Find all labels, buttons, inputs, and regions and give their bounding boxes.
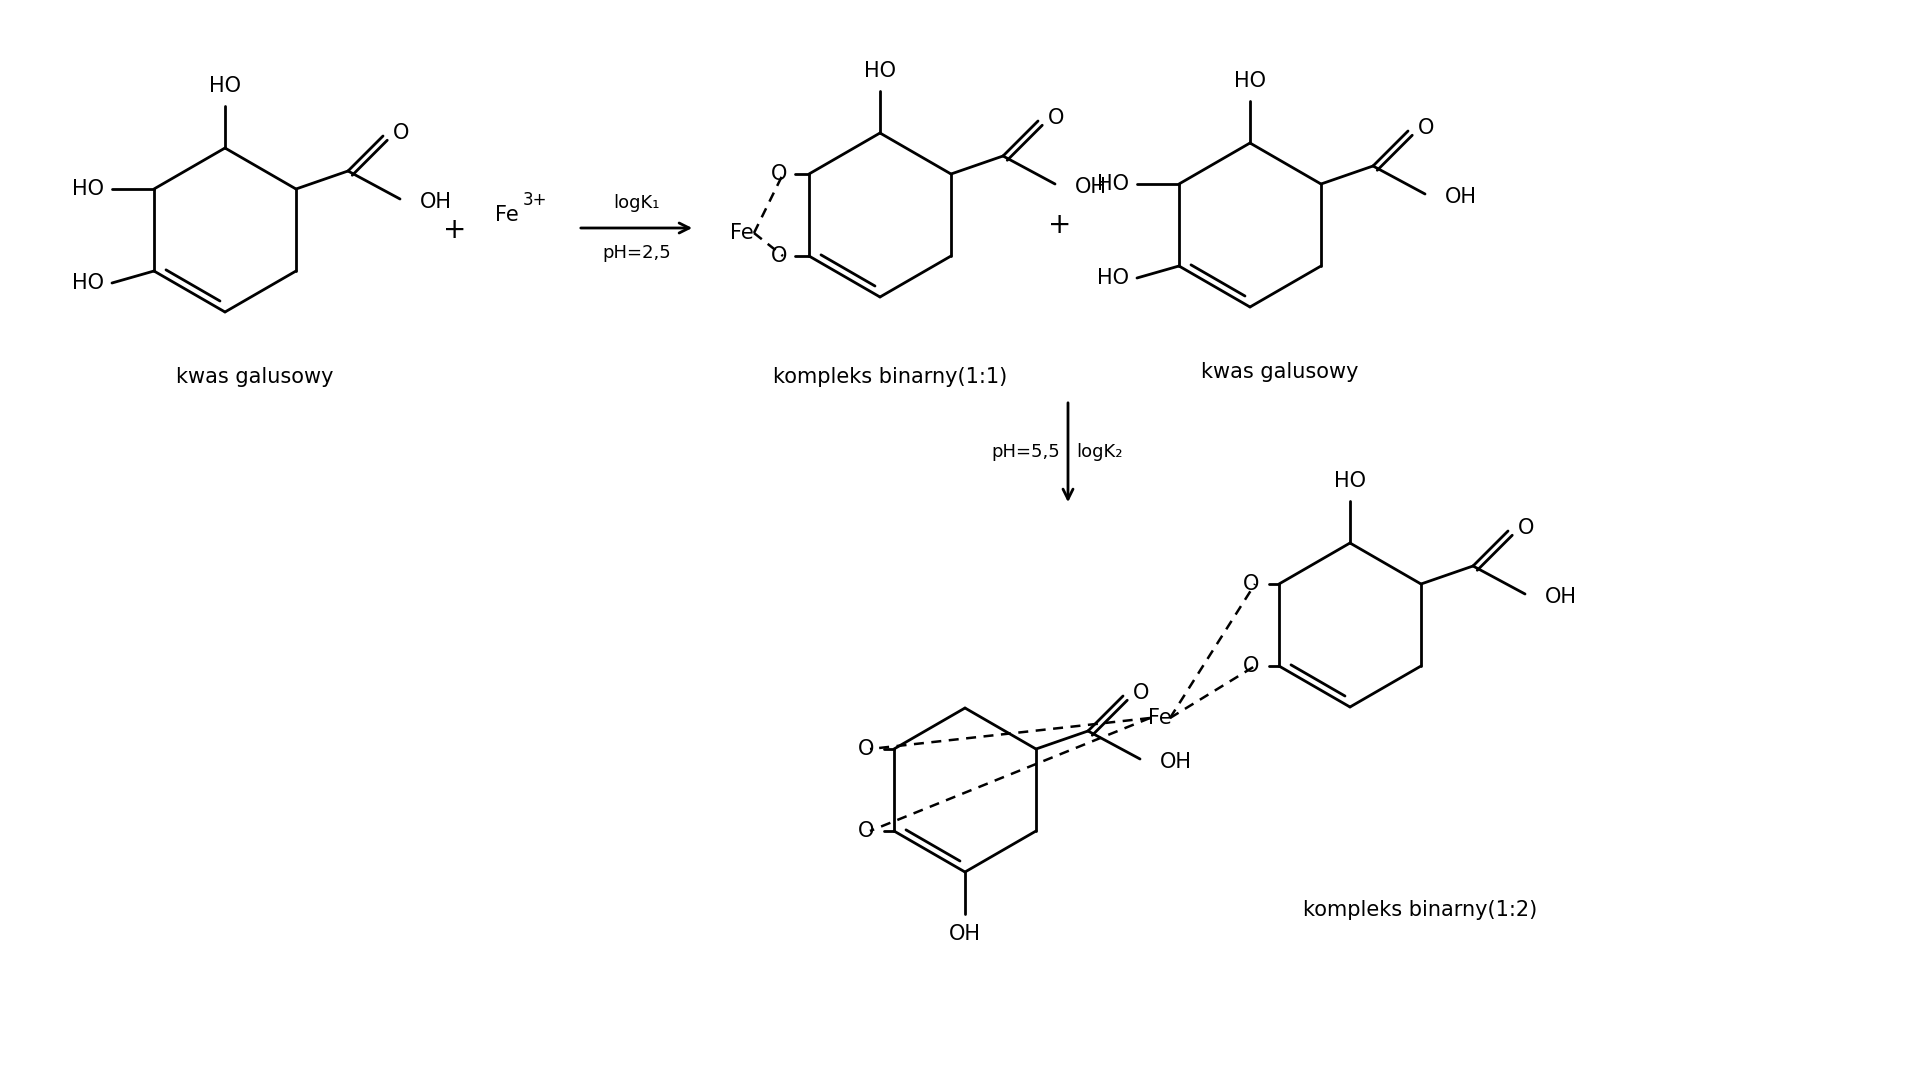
Text: Fe: Fe	[495, 205, 518, 225]
Text: OH: OH	[1075, 177, 1108, 197]
Text: O: O	[858, 821, 874, 842]
Text: HO: HO	[1334, 471, 1365, 491]
Text: O: O	[770, 245, 787, 266]
Text: HO: HO	[209, 76, 242, 96]
Text: OH: OH	[1546, 587, 1576, 607]
Text: kwas galusowy: kwas galusowy	[177, 367, 334, 387]
Text: HO: HO	[71, 273, 104, 293]
Text: pH=5,5: pH=5,5	[991, 443, 1060, 461]
Text: OH: OH	[420, 192, 451, 212]
Text: O: O	[1242, 656, 1260, 676]
Text: OH: OH	[948, 924, 981, 944]
Text: OH: OH	[1446, 187, 1476, 207]
Text: kwas galusowy: kwas galusowy	[1202, 362, 1359, 382]
Text: O: O	[1419, 118, 1434, 138]
Text: HO: HO	[1096, 268, 1129, 288]
Text: O: O	[394, 123, 409, 143]
Text: pH=2,5: pH=2,5	[603, 244, 670, 262]
Text: HO: HO	[864, 61, 897, 81]
Text: +: +	[1048, 211, 1071, 239]
Text: kompleks binarny(1:2): kompleks binarny(1:2)	[1304, 900, 1538, 920]
Text: logK₁: logK₁	[612, 194, 660, 212]
Text: Fe: Fe	[1148, 708, 1171, 728]
Text: O: O	[1048, 108, 1064, 128]
Text: +: +	[444, 215, 467, 244]
Text: O: O	[1242, 574, 1260, 594]
Text: O: O	[1519, 518, 1534, 538]
Text: O: O	[858, 739, 874, 759]
Text: Fe: Fe	[730, 223, 755, 243]
Text: O: O	[1133, 683, 1150, 703]
Text: O: O	[770, 164, 787, 184]
Text: HO: HO	[1096, 174, 1129, 194]
Text: OH: OH	[1160, 751, 1192, 772]
Text: logK₂: logK₂	[1075, 443, 1123, 461]
Text: HO: HO	[71, 179, 104, 199]
Text: 3+: 3+	[522, 191, 547, 209]
Text: HO: HO	[1235, 71, 1265, 91]
Text: kompleks binarny(1:1): kompleks binarny(1:1)	[774, 367, 1008, 387]
